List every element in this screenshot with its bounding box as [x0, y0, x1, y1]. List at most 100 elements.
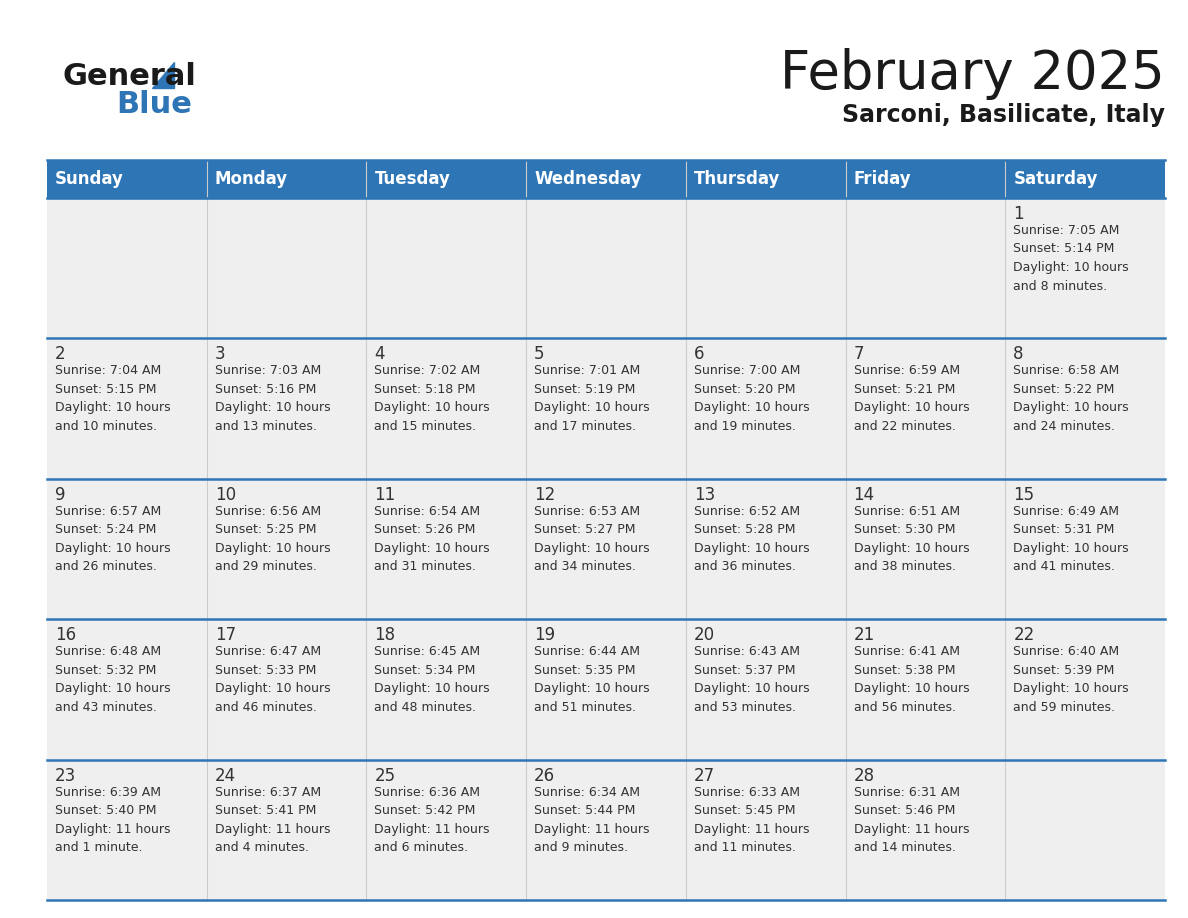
Bar [526, 620, 685, 759]
Text: 14: 14 [853, 486, 874, 504]
Bar [207, 198, 366, 339]
Text: 7: 7 [853, 345, 864, 364]
Text: 21: 21 [853, 626, 874, 644]
Text: Sunday: Sunday [55, 170, 124, 188]
Text: Sunrise: 6:37 AM
Sunset: 5:41 PM
Daylight: 11 hours
and 4 minutes.: Sunrise: 6:37 AM Sunset: 5:41 PM Dayligh… [215, 786, 330, 854]
Bar [685, 479, 846, 620]
Text: Thursday: Thursday [694, 170, 781, 188]
Text: Sunrise: 6:34 AM
Sunset: 5:44 PM
Daylight: 11 hours
and 9 minutes.: Sunrise: 6:34 AM Sunset: 5:44 PM Dayligh… [535, 786, 650, 854]
Bar [48, 339, 207, 479]
Bar [685, 160, 846, 198]
Text: 2: 2 [55, 345, 65, 364]
Text: Sunrise: 6:59 AM
Sunset: 5:21 PM
Daylight: 10 hours
and 22 minutes.: Sunrise: 6:59 AM Sunset: 5:21 PM Dayligh… [853, 364, 969, 433]
Text: Blue: Blue [116, 90, 192, 119]
Text: 19: 19 [535, 626, 555, 644]
Text: Sunrise: 6:36 AM
Sunset: 5:42 PM
Daylight: 11 hours
and 6 minutes.: Sunrise: 6:36 AM Sunset: 5:42 PM Dayligh… [374, 786, 489, 854]
Bar [526, 160, 685, 198]
Text: Sunrise: 6:58 AM
Sunset: 5:22 PM
Daylight: 10 hours
and 24 minutes.: Sunrise: 6:58 AM Sunset: 5:22 PM Dayligh… [1013, 364, 1129, 433]
Text: 11: 11 [374, 486, 396, 504]
Text: 22: 22 [1013, 626, 1035, 644]
Text: Sunrise: 6:39 AM
Sunset: 5:40 PM
Daylight: 11 hours
and 1 minute.: Sunrise: 6:39 AM Sunset: 5:40 PM Dayligh… [55, 786, 171, 854]
Bar [48, 160, 207, 198]
Text: 10: 10 [215, 486, 236, 504]
Text: 24: 24 [215, 767, 236, 785]
Text: 12: 12 [535, 486, 556, 504]
Text: Sunrise: 6:52 AM
Sunset: 5:28 PM
Daylight: 10 hours
and 36 minutes.: Sunrise: 6:52 AM Sunset: 5:28 PM Dayligh… [694, 505, 809, 574]
Text: Sunrise: 6:44 AM
Sunset: 5:35 PM
Daylight: 10 hours
and 51 minutes.: Sunrise: 6:44 AM Sunset: 5:35 PM Dayligh… [535, 645, 650, 713]
Text: Sunrise: 7:03 AM
Sunset: 5:16 PM
Daylight: 10 hours
and 13 minutes.: Sunrise: 7:03 AM Sunset: 5:16 PM Dayligh… [215, 364, 330, 433]
Bar [366, 620, 526, 759]
Bar [207, 620, 366, 759]
Polygon shape [152, 62, 173, 88]
Text: Wednesday: Wednesday [535, 170, 642, 188]
Bar [846, 198, 1005, 339]
Text: Sunrise: 6:31 AM
Sunset: 5:46 PM
Daylight: 11 hours
and 14 minutes.: Sunrise: 6:31 AM Sunset: 5:46 PM Dayligh… [853, 786, 969, 854]
Text: 28: 28 [853, 767, 874, 785]
Bar [1005, 160, 1165, 198]
Text: 6: 6 [694, 345, 704, 364]
Bar [685, 198, 846, 339]
Bar [1005, 759, 1165, 900]
Bar [366, 339, 526, 479]
Text: Friday: Friday [853, 170, 911, 188]
Bar [1005, 339, 1165, 479]
Bar [685, 620, 846, 759]
Text: 8: 8 [1013, 345, 1024, 364]
Text: 9: 9 [55, 486, 65, 504]
Text: 20: 20 [694, 626, 715, 644]
Bar [685, 759, 846, 900]
Text: 5: 5 [535, 345, 544, 364]
Bar [685, 339, 846, 479]
Text: Sunrise: 7:04 AM
Sunset: 5:15 PM
Daylight: 10 hours
and 10 minutes.: Sunrise: 7:04 AM Sunset: 5:15 PM Dayligh… [55, 364, 171, 433]
Text: February 2025: February 2025 [781, 48, 1165, 100]
Bar [526, 198, 685, 339]
Bar [366, 479, 526, 620]
Text: 15: 15 [1013, 486, 1035, 504]
Bar [48, 198, 207, 339]
Bar [526, 339, 685, 479]
Bar [846, 620, 1005, 759]
Text: Sunrise: 7:01 AM
Sunset: 5:19 PM
Daylight: 10 hours
and 17 minutes.: Sunrise: 7:01 AM Sunset: 5:19 PM Dayligh… [535, 364, 650, 433]
Text: 1: 1 [1013, 205, 1024, 223]
Text: 13: 13 [694, 486, 715, 504]
Text: Sunrise: 6:48 AM
Sunset: 5:32 PM
Daylight: 10 hours
and 43 minutes.: Sunrise: 6:48 AM Sunset: 5:32 PM Dayligh… [55, 645, 171, 713]
Text: 16: 16 [55, 626, 76, 644]
Bar [1005, 479, 1165, 620]
Text: Sunrise: 6:56 AM
Sunset: 5:25 PM
Daylight: 10 hours
and 29 minutes.: Sunrise: 6:56 AM Sunset: 5:25 PM Dayligh… [215, 505, 330, 574]
Text: Sarconi, Basilicate, Italy: Sarconi, Basilicate, Italy [842, 103, 1165, 127]
Text: 17: 17 [215, 626, 236, 644]
Text: Sunrise: 6:33 AM
Sunset: 5:45 PM
Daylight: 11 hours
and 11 minutes.: Sunrise: 6:33 AM Sunset: 5:45 PM Dayligh… [694, 786, 809, 854]
Text: Sunrise: 6:47 AM
Sunset: 5:33 PM
Daylight: 10 hours
and 46 minutes.: Sunrise: 6:47 AM Sunset: 5:33 PM Dayligh… [215, 645, 330, 713]
Bar [846, 160, 1005, 198]
Text: 3: 3 [215, 345, 226, 364]
Bar [48, 759, 207, 900]
Bar [846, 339, 1005, 479]
Bar [48, 479, 207, 620]
Bar [207, 759, 366, 900]
Bar [207, 160, 366, 198]
Bar [526, 759, 685, 900]
Bar [366, 759, 526, 900]
Bar [207, 479, 366, 620]
Text: Sunrise: 6:53 AM
Sunset: 5:27 PM
Daylight: 10 hours
and 34 minutes.: Sunrise: 6:53 AM Sunset: 5:27 PM Dayligh… [535, 505, 650, 574]
Bar [207, 339, 366, 479]
Bar [526, 479, 685, 620]
Bar [48, 620, 207, 759]
Text: Sunrise: 6:40 AM
Sunset: 5:39 PM
Daylight: 10 hours
and 59 minutes.: Sunrise: 6:40 AM Sunset: 5:39 PM Dayligh… [1013, 645, 1129, 713]
Text: Sunrise: 7:00 AM
Sunset: 5:20 PM
Daylight: 10 hours
and 19 minutes.: Sunrise: 7:00 AM Sunset: 5:20 PM Dayligh… [694, 364, 809, 433]
Text: Sunrise: 7:05 AM
Sunset: 5:14 PM
Daylight: 10 hours
and 8 minutes.: Sunrise: 7:05 AM Sunset: 5:14 PM Dayligh… [1013, 224, 1129, 293]
Bar [366, 198, 526, 339]
Text: Tuesday: Tuesday [374, 170, 450, 188]
Text: 18: 18 [374, 626, 396, 644]
Text: Sunrise: 6:51 AM
Sunset: 5:30 PM
Daylight: 10 hours
and 38 minutes.: Sunrise: 6:51 AM Sunset: 5:30 PM Dayligh… [853, 505, 969, 574]
Text: 25: 25 [374, 767, 396, 785]
Text: Sunrise: 6:57 AM
Sunset: 5:24 PM
Daylight: 10 hours
and 26 minutes.: Sunrise: 6:57 AM Sunset: 5:24 PM Dayligh… [55, 505, 171, 574]
Text: Sunrise: 7:02 AM
Sunset: 5:18 PM
Daylight: 10 hours
and 15 minutes.: Sunrise: 7:02 AM Sunset: 5:18 PM Dayligh… [374, 364, 491, 433]
Text: Saturday: Saturday [1013, 170, 1098, 188]
Text: Sunrise: 6:41 AM
Sunset: 5:38 PM
Daylight: 10 hours
and 56 minutes.: Sunrise: 6:41 AM Sunset: 5:38 PM Dayligh… [853, 645, 969, 713]
Text: 4: 4 [374, 345, 385, 364]
Text: Sunrise: 6:54 AM
Sunset: 5:26 PM
Daylight: 10 hours
and 31 minutes.: Sunrise: 6:54 AM Sunset: 5:26 PM Dayligh… [374, 505, 491, 574]
Text: Sunrise: 6:49 AM
Sunset: 5:31 PM
Daylight: 10 hours
and 41 minutes.: Sunrise: 6:49 AM Sunset: 5:31 PM Dayligh… [1013, 505, 1129, 574]
Text: Sunrise: 6:45 AM
Sunset: 5:34 PM
Daylight: 10 hours
and 48 minutes.: Sunrise: 6:45 AM Sunset: 5:34 PM Dayligh… [374, 645, 491, 713]
Bar [1005, 198, 1165, 339]
